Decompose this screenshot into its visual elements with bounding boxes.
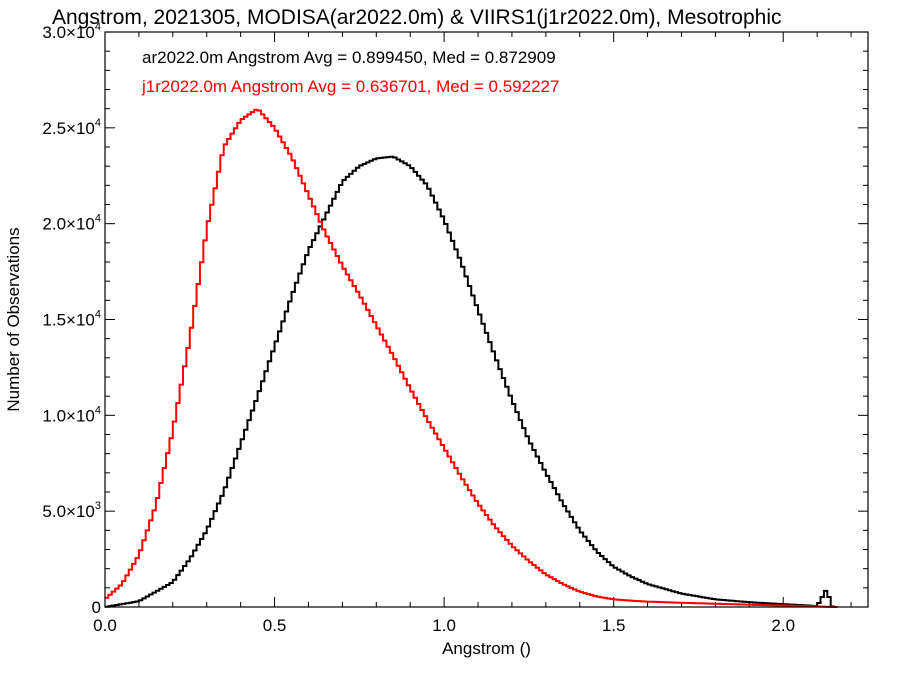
x-tick-label: 2.0 [771, 616, 795, 635]
x-tick-label: 0.5 [263, 616, 287, 635]
x-tick-label: 1.0 [432, 616, 456, 635]
legend-entry-ar2022: ar2022.0m Angstrom Avg = 0.899450, Med =… [142, 48, 556, 67]
y-tick-label: 0 [92, 598, 101, 617]
y-tick-label: 1.5×104 [42, 309, 101, 330]
y-tick-label: 2.0×104 [42, 213, 101, 234]
y-tick-label: 5.0×103 [42, 500, 101, 521]
x-axis-label: Angstrom () [442, 639, 531, 658]
series-line-j1r2022.0m [105, 108, 838, 608]
series-line-ar2022.0m [105, 155, 838, 608]
x-tick-label: 0.0 [93, 616, 117, 635]
y-axis-ticks: 0 5.0×103 1.0×104 1.5×104 2.0×104 2.5×104 3.0×… [42, 21, 868, 617]
y-tick-label: 1.0×104 [42, 404, 101, 425]
legend-entry-j1r2022: j1r2022.0m Angstrom Avg = 0.636701, Med … [141, 77, 559, 96]
y-tick-label: 2.5×104 [42, 117, 101, 138]
y-tick-label: 3.0×104 [42, 21, 101, 42]
y-axis-label: Number of Observations [4, 227, 23, 411]
series-layer [105, 108, 838, 608]
chart-title: Angstrom, 2021305, MODISA(ar2022.0m) & V… [52, 6, 781, 29]
x-tick-label: 1.5 [602, 616, 626, 635]
x-axis-ticks: 0.0 0.5 1.0 1.5 2.0 [93, 32, 852, 635]
plot-frame [104, 31, 869, 608]
